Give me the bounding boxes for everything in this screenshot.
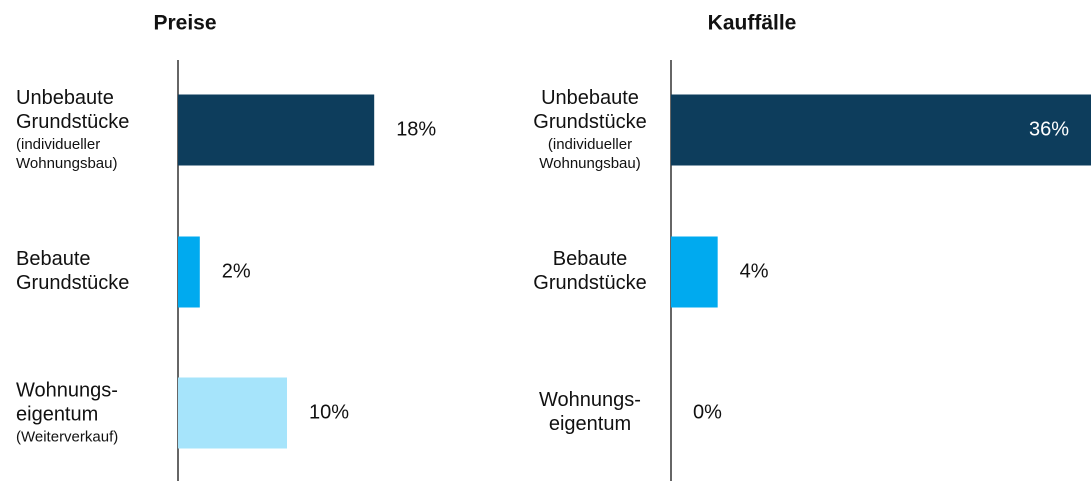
- category-label: Wohnungs-eigentum: [539, 389, 641, 435]
- chart-title: Kauffälle: [708, 12, 797, 35]
- text-line: Wohnungsbau): [539, 155, 640, 172]
- chart-title: Preise: [153, 12, 216, 35]
- text-line: Unbebaute: [541, 87, 639, 109]
- text-line: Bebaute: [16, 248, 91, 270]
- category-note: (individueller Wohnungsbau): [16, 136, 117, 172]
- text-line: eigentum: [16, 404, 98, 426]
- value-label: 4%: [740, 260, 769, 282]
- text-line: (individueller: [16, 136, 100, 153]
- category-label: Wohnungs-eigentum: [16, 380, 118, 426]
- text-line: Wohnungsbau): [16, 155, 117, 172]
- category-note: (individueller Wohnungsbau): [539, 136, 640, 172]
- category-label: Bebaute Grundstücke: [16, 248, 129, 294]
- value-label: 18%: [396, 118, 436, 140]
- text-line: (Weiterverkauf): [16, 428, 118, 445]
- text-line: Bebaute: [553, 248, 628, 270]
- text-line: Grundstücke: [16, 111, 129, 133]
- bar: [671, 94, 1091, 166]
- category-label: Unbebaute Grundstücke: [533, 87, 646, 133]
- text-line: eigentum: [549, 413, 631, 435]
- text-line: Grundstücke: [533, 272, 646, 294]
- category-label: Unbebaute Grundstücke: [16, 87, 129, 133]
- bar: [178, 377, 287, 449]
- text-line: Wohnungs-: [539, 389, 641, 411]
- category-note: (Weiterverkauf): [16, 428, 118, 445]
- bar: [178, 94, 375, 166]
- value-label: 0%: [693, 401, 722, 423]
- text-line: Wohnungs-: [16, 380, 118, 402]
- bar: [178, 236, 200, 308]
- bar: [671, 236, 718, 308]
- category-label: Bebaute Grundstücke: [533, 248, 646, 294]
- value-label: 10%: [309, 401, 349, 423]
- text-line: Grundstücke: [533, 111, 646, 133]
- value-label: 2%: [222, 260, 251, 282]
- value-label: 36%: [1029, 118, 1069, 140]
- text-line: (individueller: [548, 136, 632, 153]
- text-line: Unbebaute: [16, 87, 114, 109]
- text-line: Grundstücke: [16, 272, 129, 294]
